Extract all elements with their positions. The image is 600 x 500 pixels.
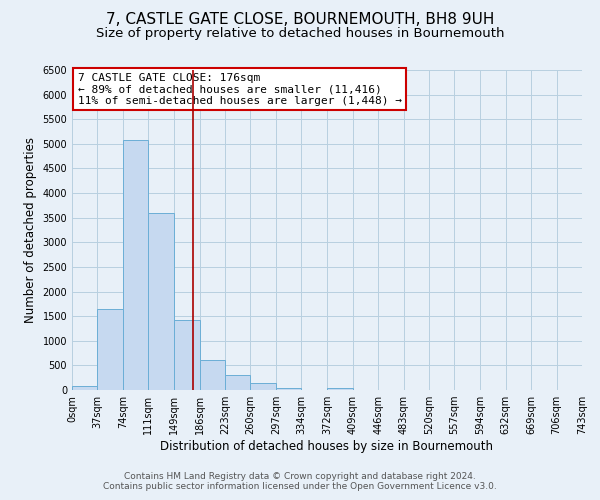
Bar [72,386,97,390]
Y-axis label: Number of detached properties: Number of detached properties [24,137,37,323]
Bar [225,375,250,390]
Text: Contains HM Land Registry data © Crown copyright and database right 2024.: Contains HM Land Registry data © Crown c… [124,472,476,481]
Bar [174,320,200,390]
X-axis label: Distribution of detached houses by size in Bournemouth: Distribution of detached houses by size … [161,440,493,453]
Bar [148,213,174,390]
Bar [328,388,353,390]
Bar [123,140,148,390]
Text: 7, CASTLE GATE CLOSE, BOURNEMOUTH, BH8 9UH: 7, CASTLE GATE CLOSE, BOURNEMOUTH, BH8 9… [106,12,494,28]
Bar [200,360,225,390]
Text: Size of property relative to detached houses in Bournemouth: Size of property relative to detached ho… [96,28,504,40]
Text: Contains public sector information licensed under the Open Government Licence v3: Contains public sector information licen… [103,482,497,491]
Bar [97,309,123,390]
Text: 7 CASTLE GATE CLOSE: 176sqm
← 89% of detached houses are smaller (11,416)
11% of: 7 CASTLE GATE CLOSE: 176sqm ← 89% of det… [77,73,401,106]
Bar [250,383,276,390]
Bar [276,388,301,390]
